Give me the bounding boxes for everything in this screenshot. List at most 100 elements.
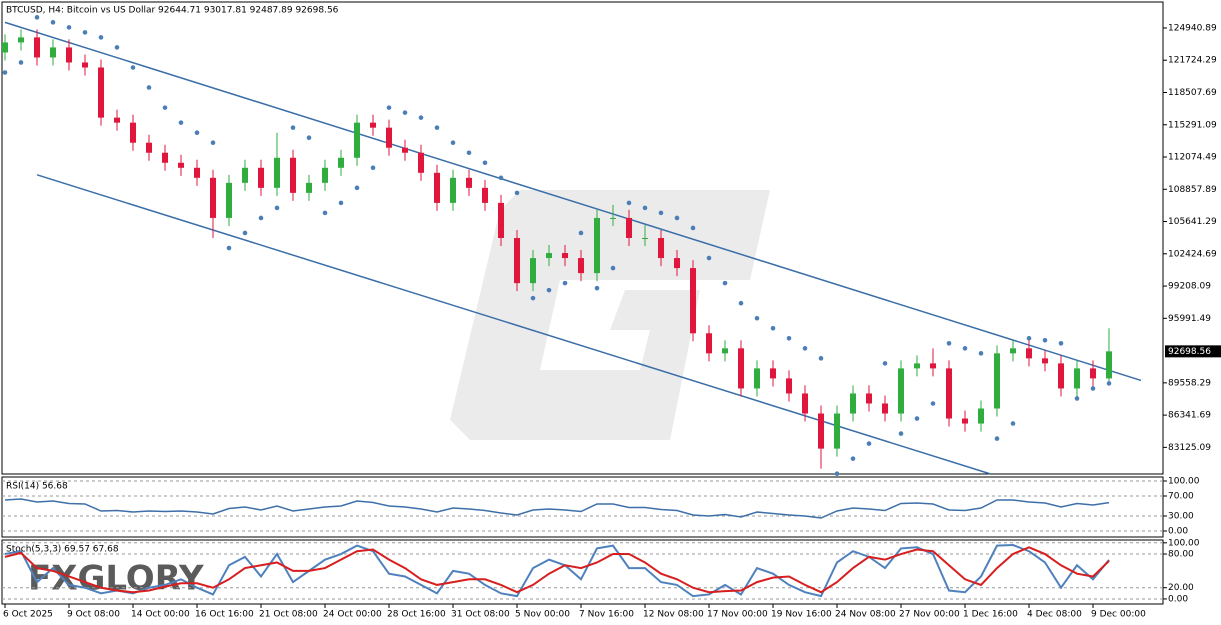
- candle-body: [130, 122, 136, 143]
- sar-dot: [2, 70, 8, 75]
- candle-body: [210, 177, 216, 218]
- y-tick-label: 83125.09: [1168, 443, 1211, 453]
- y-tick-label: 99208.09: [1168, 282, 1211, 292]
- y-tick-label: 20.00: [1168, 583, 1194, 593]
- candle-body: [338, 157, 344, 168]
- sar-dot: [514, 190, 520, 196]
- sar-dot: [562, 280, 568, 286]
- candle-body: [1042, 358, 1048, 364]
- candle-body: [882, 403, 888, 414]
- sar-dot: [66, 25, 72, 30]
- sar-dot: [274, 205, 280, 211]
- sar-dot: [194, 130, 200, 135]
- sar-dot: [162, 105, 168, 110]
- sar-dot: [178, 120, 184, 125]
- y-tick-label: 0.00: [1168, 527, 1188, 537]
- sar-dot: [770, 325, 776, 331]
- candle-body: [354, 122, 360, 158]
- y-tick-label: 89558.29: [1168, 378, 1211, 388]
- x-tick-label: 7 Nov 16:00: [579, 610, 634, 620]
- sar-dot: [962, 346, 968, 351]
- y-tick-label: 30.00: [1168, 512, 1194, 522]
- x-tick-label: 9 Oct 08:00: [67, 610, 120, 620]
- sar-dot: [914, 416, 920, 421]
- sar-dot: [706, 255, 712, 261]
- candle-body: [498, 202, 504, 238]
- rsi-title: RSI(14) 56.68: [6, 482, 68, 492]
- sar-dot: [34, 15, 40, 20]
- candle-body: [914, 363, 920, 369]
- sar-dot: [402, 110, 408, 115]
- candle-body: [546, 253, 552, 259]
- x-tick-label: 14 Oct 00:00: [131, 610, 190, 620]
- indicator-line: [4, 546, 1110, 594]
- sar-dot: [50, 20, 56, 25]
- candle-body: [1058, 363, 1064, 389]
- x-tick-label: 9 Dec 00:00: [1091, 610, 1146, 620]
- candle-body: [178, 162, 184, 168]
- sar-dot: [754, 315, 760, 321]
- candle-body: [802, 393, 808, 414]
- candle-body: [1090, 368, 1096, 379]
- candle-body: [1026, 348, 1032, 359]
- candle-body: [674, 258, 680, 269]
- candle-body: [258, 167, 264, 188]
- watermark: FXGLORY: [28, 559, 204, 599]
- sar-dot: [450, 140, 456, 146]
- y-tick-label: 70.00: [1168, 492, 1194, 502]
- sar-dot: [82, 30, 88, 35]
- logo-watermark: [450, 190, 770, 440]
- candle-body: [514, 238, 520, 284]
- sar-dot: [338, 200, 344, 206]
- x-tick-label: 24 Nov 08:00: [835, 610, 896, 620]
- candle-body: [226, 182, 232, 218]
- sar-dot: [306, 135, 312, 141]
- indicator-line: [4, 498, 1110, 519]
- y-tick-label: 86341.69: [1168, 411, 1211, 421]
- candle-body: [82, 62, 88, 68]
- candle-body: [722, 348, 728, 354]
- candle-body: [450, 177, 456, 203]
- sar-dot: [434, 125, 440, 130]
- sar-dot: [802, 346, 808, 351]
- candle-body: [2, 42, 8, 53]
- x-tick-label: 17 Nov 00:00: [707, 610, 768, 620]
- candle-body: [978, 408, 984, 424]
- sar-dot: [1010, 421, 1016, 426]
- candle-body: [850, 393, 856, 414]
- x-tick-label: 4 Dec 08:00: [1027, 610, 1082, 620]
- candle-body: [402, 147, 408, 153]
- main-panel-border: [1, 1, 1164, 475]
- candle-body: [866, 393, 872, 404]
- candle-body: [770, 368, 776, 379]
- y-tick-label: 108857.89: [1168, 185, 1217, 195]
- x-tick-label: 27 Nov 00:00: [899, 610, 960, 620]
- sar-dot: [322, 210, 328, 216]
- x-tick-label: 6 Oct 2025: [3, 610, 53, 620]
- sar-dot: [882, 361, 888, 366]
- y-tick-label: 0.00: [1168, 594, 1188, 604]
- sar-dot: [146, 85, 152, 90]
- sar-dot: [98, 35, 104, 40]
- sar-dot: [578, 230, 584, 236]
- candle-body: [642, 238, 648, 239]
- sar-dot: [1058, 341, 1064, 346]
- candle-body: [626, 217, 632, 238]
- y-tick-label: 95991.49: [1168, 314, 1211, 324]
- sar-dot: [1074, 396, 1080, 401]
- stoch-title: Stoch(5,3,3) 69.57 67.68: [6, 545, 119, 555]
- y-tick-label: 80.00: [1168, 550, 1194, 560]
- sar-dot: [18, 60, 24, 65]
- sar-dot: [610, 265, 616, 271]
- candle-body: [962, 418, 968, 424]
- sar-dot: [642, 205, 648, 211]
- sar-dot: [242, 230, 248, 236]
- sar-dot: [978, 351, 984, 356]
- sar-dot: [1090, 386, 1096, 391]
- sar-dot: [290, 125, 296, 130]
- candle-body: [786, 378, 792, 394]
- last-price-box: [1165, 345, 1221, 358]
- sar-dot: [354, 185, 360, 191]
- y-tick-label: 100.00: [1168, 477, 1200, 487]
